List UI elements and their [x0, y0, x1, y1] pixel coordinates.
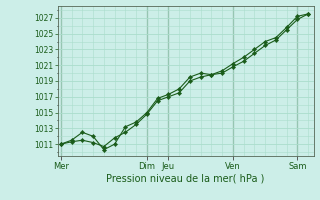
X-axis label: Pression niveau de la mer( hPa ): Pression niveau de la mer( hPa ): [107, 173, 265, 183]
